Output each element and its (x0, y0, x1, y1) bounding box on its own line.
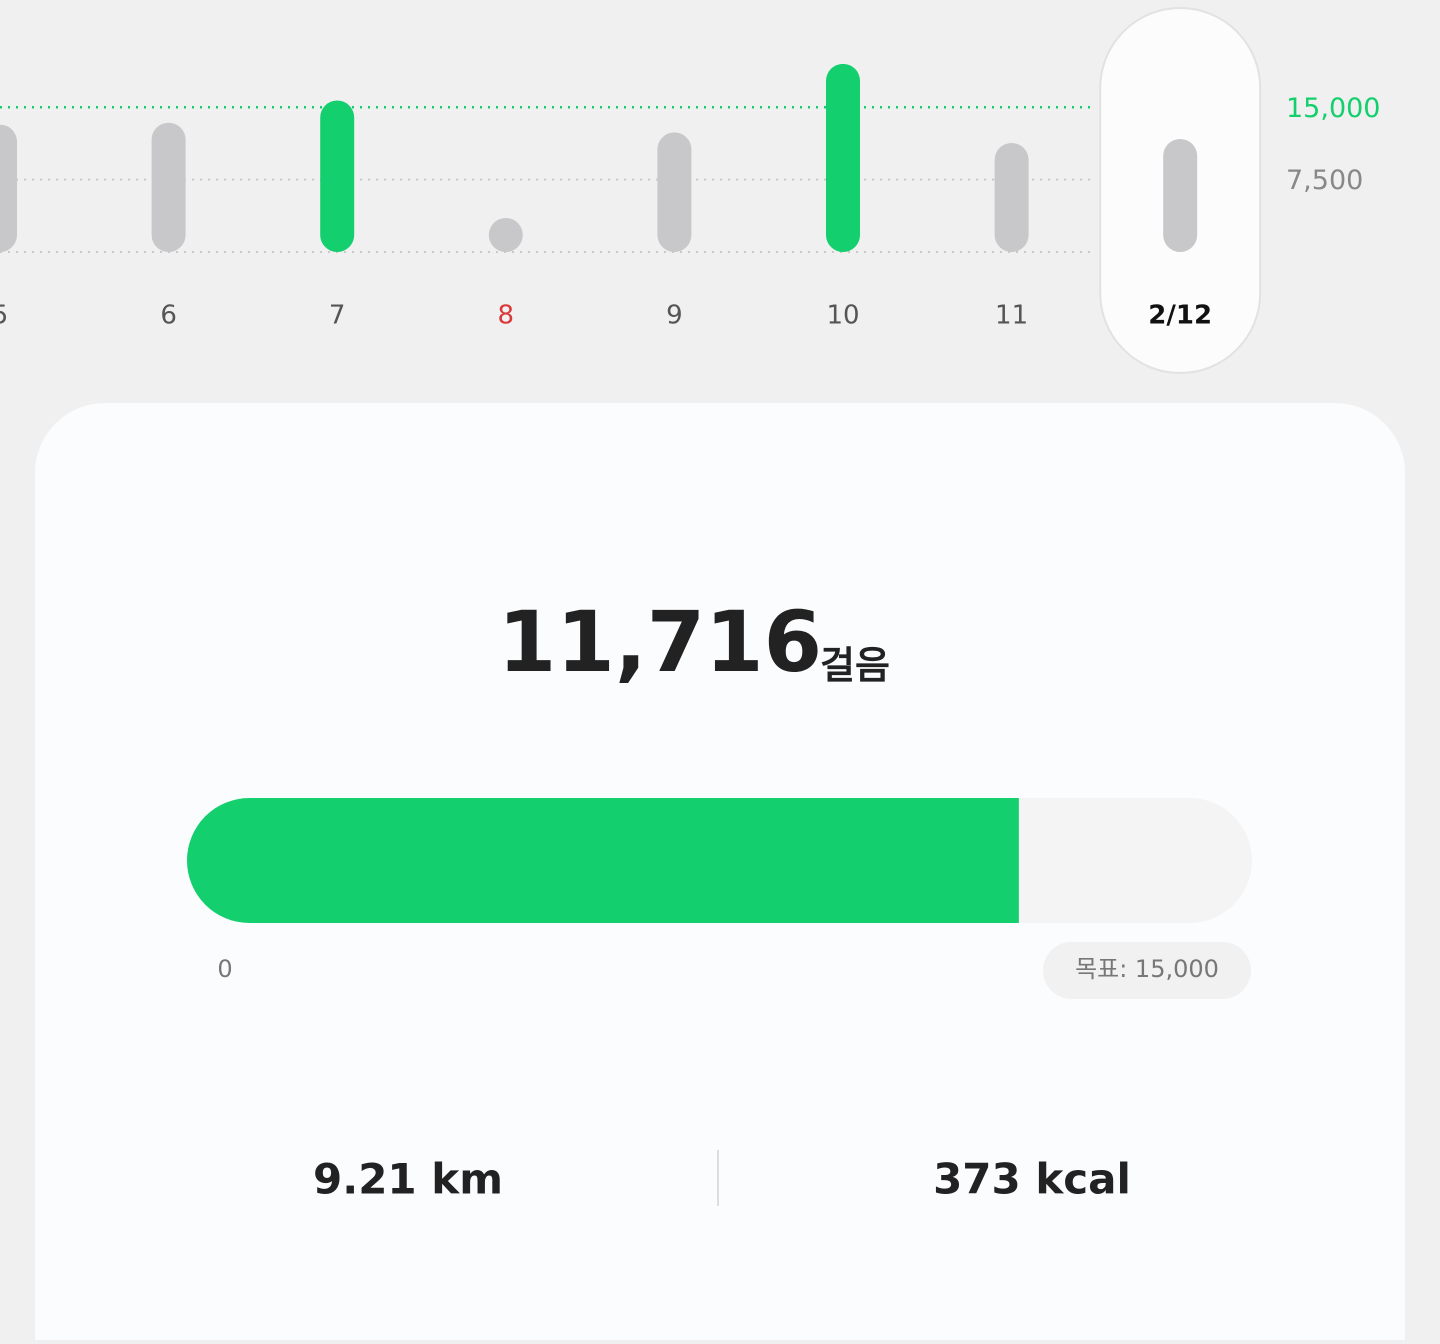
steps-value: 11,716 (498, 593, 822, 691)
goal-label: 목표: 15,000 (1075, 955, 1219, 983)
x-tick-label: 6 (160, 301, 177, 331)
x-tick-label: 10 (826, 301, 859, 331)
distance: 9.21 km (313, 1155, 503, 1204)
calories: 373 kcal (933, 1155, 1131, 1204)
x-tick-label: 2/12 (1148, 301, 1212, 331)
y-tick-label: 15,000 (1286, 93, 1380, 124)
x-tick-label: 7 (329, 301, 346, 331)
bar (0, 124, 17, 252)
bar (657, 132, 692, 252)
bar (151, 122, 186, 252)
x-tick-label: 11 (995, 301, 1028, 331)
x-tick-label: 5 (0, 301, 8, 331)
bar (826, 63, 860, 253)
y-tick-label: 7,500 (1286, 165, 1363, 196)
bar (488, 218, 523, 252)
progress-fill (187, 798, 1019, 923)
steps-unit: 걸음 (820, 644, 890, 688)
goal-pill (1043, 942, 1251, 999)
bar (320, 100, 355, 253)
progress-min: 0 (217, 955, 232, 983)
x-tick-label: 8 (498, 301, 515, 331)
bar (994, 142, 1029, 252)
x-tick-label: 9 (666, 301, 683, 331)
step-chart: 7,500 15,000 5 6 7 8 9 10 11 2/12 (0, 7, 1380, 374)
bar (1163, 138, 1198, 252)
